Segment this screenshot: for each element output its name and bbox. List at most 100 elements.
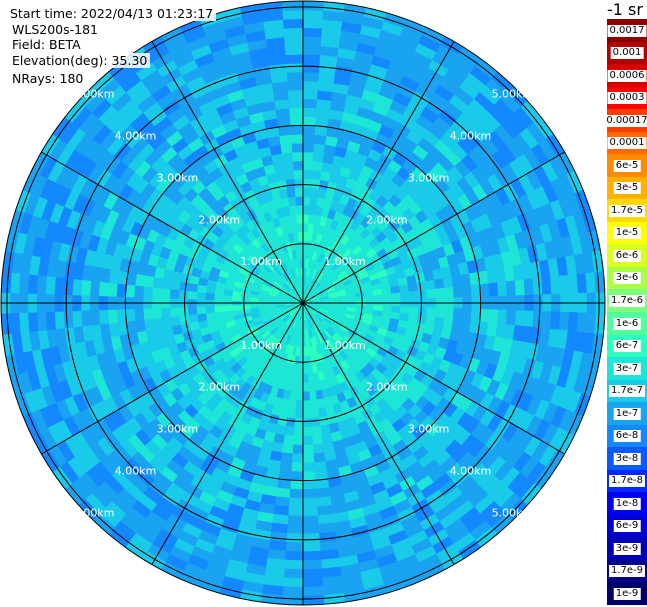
field-cell bbox=[302, 568, 323, 579]
field-cell bbox=[444, 307, 455, 320]
field-cell bbox=[514, 310, 526, 327]
field-cell bbox=[488, 309, 499, 324]
colorbar-swatch: 6e-7 bbox=[607, 334, 647, 358]
field-cell bbox=[585, 272, 597, 294]
field-cell bbox=[284, 559, 304, 570]
field-cell bbox=[433, 278, 445, 290]
field-cell bbox=[273, 90, 289, 101]
field-cell bbox=[302, 453, 315, 464]
field-cell bbox=[302, 45, 322, 56]
field-text: Field: BETA bbox=[12, 37, 84, 52]
colorbar-tick-label: 1.7e-9 bbox=[608, 565, 646, 578]
field-cell bbox=[514, 279, 526, 296]
range-label: 2.00km bbox=[366, 381, 408, 394]
field-cell bbox=[425, 315, 436, 327]
field-cell bbox=[295, 391, 304, 401]
colorbar-swatch: 1e-9 bbox=[607, 582, 647, 606]
field-cell bbox=[178, 306, 189, 317]
field-cell bbox=[278, 188, 289, 199]
field-cell bbox=[425, 279, 436, 291]
field-cell bbox=[295, 196, 304, 206]
colorbar-tick-label: 1.7e-6 bbox=[608, 294, 646, 307]
field-cell bbox=[297, 364, 304, 375]
field-cell bbox=[170, 315, 181, 327]
colorbar-swatch: 3e-6 bbox=[607, 266, 647, 290]
field-cell bbox=[505, 309, 517, 326]
colorbar-tick-label: 3e-9 bbox=[613, 542, 641, 555]
field-cell bbox=[293, 169, 304, 180]
colorbar-tick-label: 1e-8 bbox=[613, 497, 641, 510]
field-cell bbox=[299, 249, 304, 259]
field-cell bbox=[143, 286, 154, 298]
field-cell bbox=[291, 462, 304, 472]
field-cell bbox=[391, 305, 401, 314]
field-cell bbox=[169, 307, 180, 318]
instrument-text: WLS200s-181 bbox=[12, 22, 101, 37]
field-cell bbox=[283, 568, 304, 579]
field-cell bbox=[550, 311, 561, 331]
field-cell bbox=[249, 304, 260, 309]
field-cell bbox=[541, 311, 552, 330]
field-cell bbox=[302, 1, 325, 11]
field-cell bbox=[302, 178, 312, 189]
colorbar-tick-label: 6e-8 bbox=[613, 430, 641, 443]
field-cell bbox=[151, 307, 162, 320]
field-cell bbox=[63, 310, 74, 329]
field-cell bbox=[302, 116, 317, 126]
field-cell bbox=[205, 312, 216, 321]
field-cell bbox=[282, 9, 304, 20]
field-cell bbox=[284, 550, 304, 561]
colorbar-tick-label: 1e-9 bbox=[613, 587, 641, 600]
field-cell bbox=[417, 306, 428, 317]
colorbar-tick-label: 1e-5 bbox=[613, 227, 641, 240]
field-cell bbox=[451, 318, 463, 331]
colorbar-tick-label: 1.7e-8 bbox=[608, 475, 646, 488]
field-cell bbox=[313, 452, 326, 463]
field-cell bbox=[287, 89, 304, 100]
field-cell bbox=[160, 307, 171, 319]
field-cell bbox=[294, 417, 304, 428]
field-cell bbox=[294, 178, 304, 189]
field-cell bbox=[281, 595, 304, 605]
range-label: 3.00km bbox=[157, 171, 199, 184]
colorbar-tick-label: 0.00017 bbox=[604, 114, 647, 127]
field-cell bbox=[302, 497, 318, 508]
colorbar-swatch: 3e-8 bbox=[607, 447, 647, 471]
field-cell bbox=[276, 179, 288, 191]
field-cell bbox=[302, 347, 307, 357]
range-label: 1.00km bbox=[240, 339, 282, 352]
field-cell bbox=[433, 316, 445, 328]
field-cell bbox=[302, 160, 314, 171]
colorbar-swatch: 3e-7 bbox=[607, 357, 647, 381]
field-cell bbox=[313, 134, 327, 145]
field-cell bbox=[408, 290, 419, 300]
field-cell bbox=[390, 285, 401, 294]
field-cell bbox=[585, 312, 597, 334]
field-cell bbox=[470, 308, 481, 322]
colorbar-swatch: 1.7e-7 bbox=[607, 379, 647, 403]
field-cell bbox=[291, 453, 304, 464]
colorbar-tick-label: 6e-7 bbox=[613, 340, 641, 353]
field-cell bbox=[302, 462, 315, 472]
field-cell bbox=[312, 443, 325, 454]
field-cell bbox=[290, 471, 304, 481]
field-cell bbox=[45, 311, 56, 331]
field-cell bbox=[317, 505, 333, 516]
field-cell bbox=[286, 71, 304, 82]
range-label: 5.00km bbox=[73, 506, 115, 519]
field-cell bbox=[282, 586, 304, 597]
beta-field-cells bbox=[1, 1, 605, 605]
field-cell bbox=[196, 306, 207, 315]
field-cell bbox=[497, 281, 508, 297]
field-cell bbox=[282, 161, 294, 172]
field-cell bbox=[231, 304, 242, 311]
field-cell bbox=[286, 187, 296, 198]
colorbar-tick-label: 0.0001 bbox=[607, 137, 647, 150]
colorbar-swatch: 0.001 bbox=[607, 41, 647, 65]
field-cell bbox=[302, 134, 315, 144]
colorbar-swatch: 0.00017 bbox=[604, 109, 647, 133]
field-cell bbox=[302, 550, 322, 561]
field-cell bbox=[293, 426, 304, 437]
field-cell bbox=[302, 187, 312, 197]
field-cell bbox=[287, 80, 304, 91]
